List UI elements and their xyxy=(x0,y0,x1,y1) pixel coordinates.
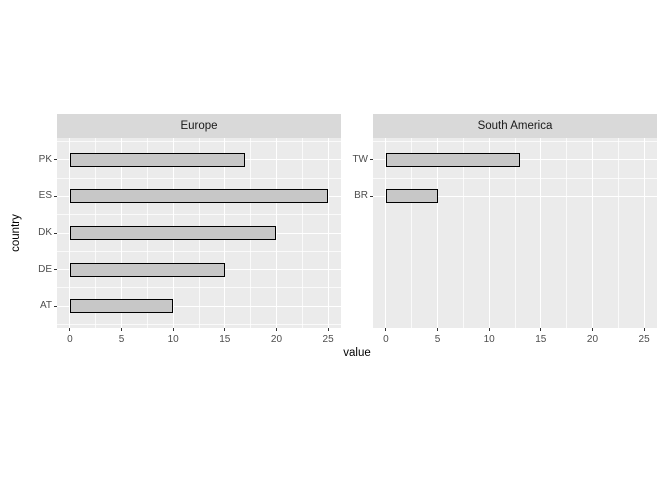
x-tick-label: 15 xyxy=(535,334,547,345)
y-tick-label: AT xyxy=(39,300,52,312)
x-tick-label: 5 xyxy=(434,334,441,345)
facet-strip: Europe xyxy=(57,114,341,138)
gridline-minor-y xyxy=(57,214,341,216)
y-tick-mark xyxy=(54,305,57,307)
x-tick-mark xyxy=(224,328,226,331)
y-tick-mark xyxy=(54,195,57,197)
facet-strip: South America xyxy=(373,114,657,138)
y-tick-label: ES xyxy=(38,190,52,202)
y-tick-mark xyxy=(370,195,373,197)
facet-strip-label: South America xyxy=(477,120,553,132)
y-tick-mark xyxy=(54,232,57,234)
x-tick-label: 10 xyxy=(483,334,495,345)
bar-tw xyxy=(385,152,521,167)
facet-panel xyxy=(373,138,657,328)
x-tick-mark xyxy=(540,328,542,331)
x-tick-mark xyxy=(69,328,71,331)
y-tick-mark xyxy=(54,159,57,161)
x-tick-mark xyxy=(275,328,277,331)
y-tick-label: DK xyxy=(38,227,52,238)
x-tick-label: 25 xyxy=(638,334,650,345)
gridline-minor-x xyxy=(462,138,464,328)
gridline-major-y xyxy=(57,305,341,307)
x-tick-mark xyxy=(437,328,439,331)
x-tick-mark xyxy=(591,328,593,331)
x-tick-label: 10 xyxy=(167,334,179,345)
gridline-major-x xyxy=(437,138,439,328)
gridline-major-x xyxy=(540,138,542,328)
gridline-major-x xyxy=(643,138,645,328)
x-tick-label: 5 xyxy=(118,334,125,345)
gridline-minor-x xyxy=(566,138,568,328)
y-tick-mark xyxy=(54,269,57,271)
gridline-minor-y xyxy=(57,323,341,325)
gridline-major-x xyxy=(385,138,387,328)
gridline-major-y xyxy=(373,195,657,197)
x-tick-label: 25 xyxy=(322,334,334,345)
gridline-minor-y xyxy=(57,141,341,143)
bar-es xyxy=(69,189,329,204)
x-tick-label: 20 xyxy=(270,334,283,345)
x-tick-label: 20 xyxy=(586,334,599,345)
bar-de xyxy=(69,262,225,277)
facet-strip-label: Europe xyxy=(180,120,218,132)
y-tick-mark xyxy=(370,159,373,161)
gridline-major-x xyxy=(488,138,490,328)
gridline-minor-x xyxy=(411,138,413,328)
gridline-minor-y xyxy=(57,177,341,179)
y-tick-label: BR xyxy=(354,190,368,202)
y-tick-label: PK xyxy=(38,153,52,165)
gridline-minor-y xyxy=(57,287,341,289)
gridline-major-x xyxy=(591,138,593,328)
x-tick-label: 0 xyxy=(383,334,389,345)
x-tick-mark xyxy=(385,328,387,331)
gridline-minor-y xyxy=(57,250,341,252)
x-tick-label: 0 xyxy=(67,334,73,345)
gridline-minor-x xyxy=(514,138,516,328)
y-tick-label: DE xyxy=(38,263,52,275)
x-tick-mark xyxy=(327,328,329,331)
y-tick-label: TW xyxy=(352,153,368,165)
bar-dk xyxy=(69,226,277,240)
x-tick-label: 15 xyxy=(219,334,231,345)
x-tick-mark xyxy=(488,328,490,331)
facet-panel xyxy=(57,138,341,328)
x-axis-title: value xyxy=(343,347,371,359)
gridline-minor-x xyxy=(617,138,619,328)
gridline-minor-y xyxy=(373,141,657,143)
gridline-minor-y xyxy=(373,177,657,179)
bar-at xyxy=(69,299,174,314)
bar-pk xyxy=(69,152,246,167)
x-tick-mark xyxy=(172,328,174,331)
x-tick-mark xyxy=(121,328,123,331)
x-tick-mark xyxy=(643,328,645,331)
bar-br xyxy=(385,189,438,204)
